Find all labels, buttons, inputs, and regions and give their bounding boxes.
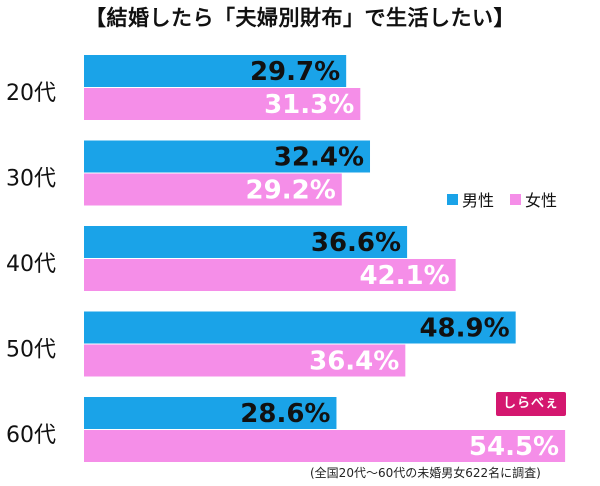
bar-female xyxy=(84,430,566,462)
data-label: 29.7% xyxy=(250,57,340,87)
data-label: 29.2% xyxy=(246,176,336,206)
data-label: 28.6% xyxy=(240,399,330,429)
legend-item-female: 女性 xyxy=(510,187,557,211)
category-label: 60代 xyxy=(6,423,56,448)
data-label: 48.9% xyxy=(419,314,509,344)
bar-male xyxy=(84,311,516,344)
data-label: 36.4% xyxy=(309,347,399,377)
bar-male xyxy=(84,397,337,429)
category-label: 50代 xyxy=(6,338,56,363)
data-label: 54.5% xyxy=(469,432,559,462)
bar-male xyxy=(84,55,347,87)
data-label: 31.3% xyxy=(264,90,354,120)
data-label: 32.4% xyxy=(274,143,364,173)
footnote: (全国20代〜60代の未婚男女622名に調査) xyxy=(310,466,541,480)
bar-female xyxy=(84,88,361,120)
legend-item-male: 男性 xyxy=(447,187,494,211)
data-label: 42.1% xyxy=(359,261,449,291)
legend-swatch-female xyxy=(510,193,522,205)
category-label: 30代 xyxy=(6,167,56,192)
legend-label-female: 女性 xyxy=(525,191,558,210)
data-label: 36.6% xyxy=(311,228,401,258)
legend: 男性 女性 xyxy=(447,187,568,211)
shirabee-logo: しらべぇ xyxy=(496,392,566,416)
bar-female xyxy=(84,173,342,206)
bar-female xyxy=(84,259,456,291)
legend-label-male: 男性 xyxy=(462,191,495,210)
bar-male xyxy=(84,226,408,258)
legend-swatch-male xyxy=(447,193,458,205)
bar-female xyxy=(84,344,406,377)
category-label: 40代 xyxy=(6,252,56,277)
bar-male xyxy=(84,140,371,173)
chart-title: 【結婚したら「夫婦別財布」で生活したい】 xyxy=(85,6,515,30)
category-label: 20代 xyxy=(6,81,56,106)
